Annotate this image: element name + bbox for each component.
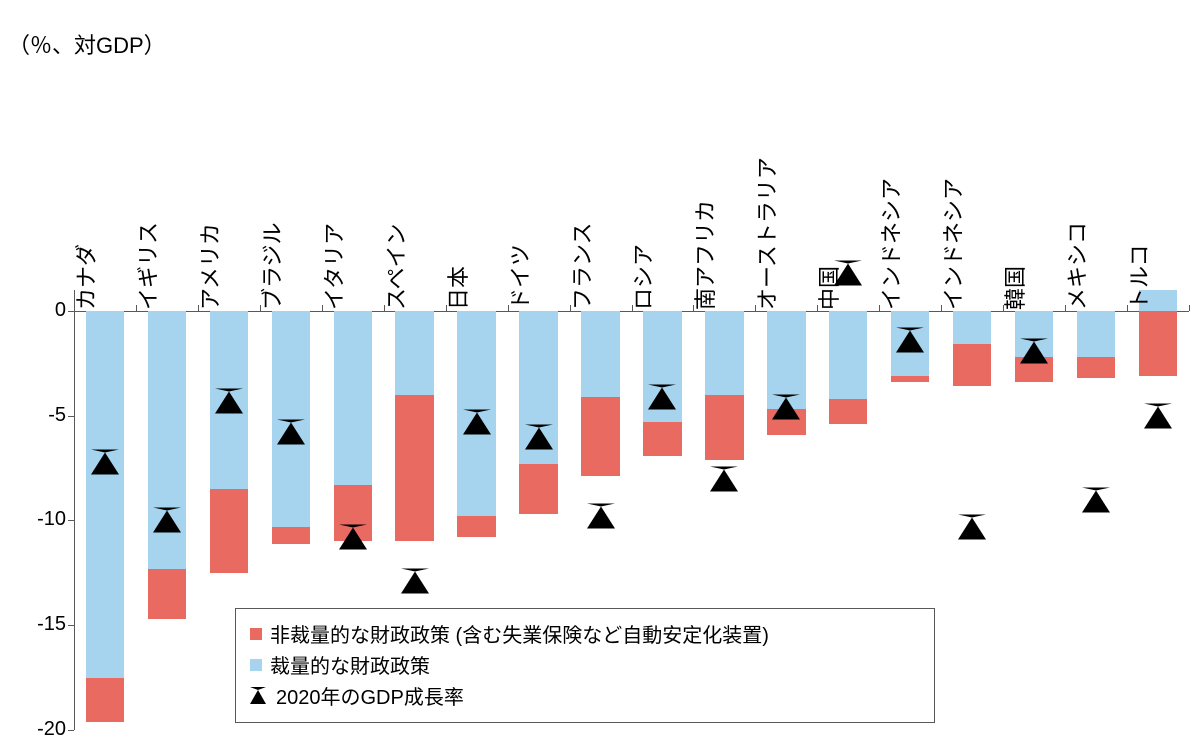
category-label: ロシア <box>626 244 658 310</box>
bar-discretionary <box>1077 311 1115 357</box>
bar-discretionary <box>86 311 124 678</box>
legend-swatch <box>250 628 262 640</box>
bar-non-discretionary <box>1139 311 1177 376</box>
gdp-growth-marker <box>525 424 553 449</box>
bar-non-discretionary <box>272 527 310 544</box>
bar-non-discretionary <box>581 397 619 477</box>
legend-triangle-icon <box>250 687 266 704</box>
y-tick-label: -15 <box>8 613 66 636</box>
bar-discretionary <box>581 311 619 397</box>
y-tick <box>68 520 74 521</box>
bar-non-discretionary <box>519 464 557 514</box>
legend-label: 2020年のGDP成長率 <box>276 681 464 710</box>
legend-item: 非裁量的な財政政策 (含む失業保険など自動安定化装置) <box>250 619 920 648</box>
y-axis-title: （％、対GDP） <box>8 28 166 60</box>
bar-non-discretionary <box>148 569 186 619</box>
category-label: オーストラリア <box>750 157 782 310</box>
gdp-growth-marker <box>91 449 119 474</box>
bar-discretionary <box>829 311 867 399</box>
category-label: フランス <box>565 222 597 310</box>
gdp-growth-marker <box>1144 403 1172 428</box>
fiscal-policy-chart: （％、対GDP） 非裁量的な財政政策 (含む失業保険など自動安定化装置)裁量的な… <box>0 0 1200 741</box>
category-label: 中国 <box>812 266 844 310</box>
y-tick <box>68 416 74 417</box>
category-label: アメリカ <box>193 223 225 310</box>
gdp-growth-marker <box>1020 338 1048 363</box>
gdp-growth-marker <box>339 525 367 550</box>
bar-discretionary <box>334 311 372 485</box>
y-tick-label: -5 <box>8 404 66 427</box>
bar-non-discretionary <box>705 395 743 460</box>
category-label: 日本 <box>441 266 473 310</box>
gdp-growth-marker <box>958 514 986 539</box>
gdp-growth-marker <box>710 466 738 491</box>
category-label: イタリア <box>317 223 349 310</box>
gdp-growth-marker <box>215 389 243 414</box>
y-tick-label: 0 <box>8 299 66 322</box>
bar-non-discretionary <box>210 489 248 573</box>
category-label: イギリス <box>131 222 163 310</box>
legend: 非裁量的な財政政策 (含む失業保険など自動安定化装置)裁量的な財政政策2020年… <box>235 608 935 723</box>
legend-swatch <box>250 659 262 671</box>
bar-non-discretionary <box>457 516 495 537</box>
category-label: ドイツ <box>503 244 535 310</box>
category-label: トルコ <box>1122 244 1154 310</box>
legend-label: 裁量的な財政政策 <box>270 650 430 679</box>
y-tick-label: -20 <box>8 718 66 741</box>
category-tick <box>1189 305 1190 311</box>
bar-non-discretionary <box>395 395 433 542</box>
gdp-growth-marker <box>153 508 181 533</box>
bar-non-discretionary <box>891 376 929 382</box>
gdp-growth-marker <box>1082 487 1110 512</box>
legend-item: 2020年のGDP成長率 <box>250 681 920 710</box>
gdp-growth-marker <box>587 504 615 529</box>
category-label: 韓国 <box>998 266 1030 310</box>
category-label: メキシコ <box>1060 222 1092 310</box>
gdp-growth-marker <box>463 410 491 435</box>
category-label: スペイン <box>379 224 411 310</box>
category-label: ブラジル <box>255 222 287 310</box>
y-tick <box>68 730 74 731</box>
gdp-growth-marker <box>896 328 924 353</box>
bar-non-discretionary <box>643 422 681 456</box>
y-tick-label: -10 <box>8 508 66 531</box>
y-tick <box>68 625 74 626</box>
category-label: インドネシア <box>874 178 906 310</box>
bar-discretionary <box>705 311 743 395</box>
bar-non-discretionary <box>953 344 991 386</box>
gdp-growth-marker <box>648 384 676 409</box>
category-label: カナダ <box>69 244 101 310</box>
bar-discretionary <box>272 311 310 527</box>
bar-discretionary <box>953 311 991 345</box>
bar-discretionary <box>395 311 433 395</box>
bar-non-discretionary <box>1077 357 1115 378</box>
gdp-growth-marker <box>401 569 429 594</box>
gdp-growth-marker <box>772 395 800 420</box>
category-label: インドネシア <box>936 178 968 310</box>
legend-item: 裁量的な財政政策 <box>250 650 920 679</box>
legend-label: 非裁量的な財政政策 (含む失業保険など自動安定化装置) <box>270 619 769 648</box>
bar-non-discretionary <box>86 678 124 722</box>
bar-non-discretionary <box>829 399 867 424</box>
category-label: 南アフリカ <box>688 200 720 310</box>
gdp-growth-marker <box>277 420 305 445</box>
y-axis <box>74 290 75 730</box>
